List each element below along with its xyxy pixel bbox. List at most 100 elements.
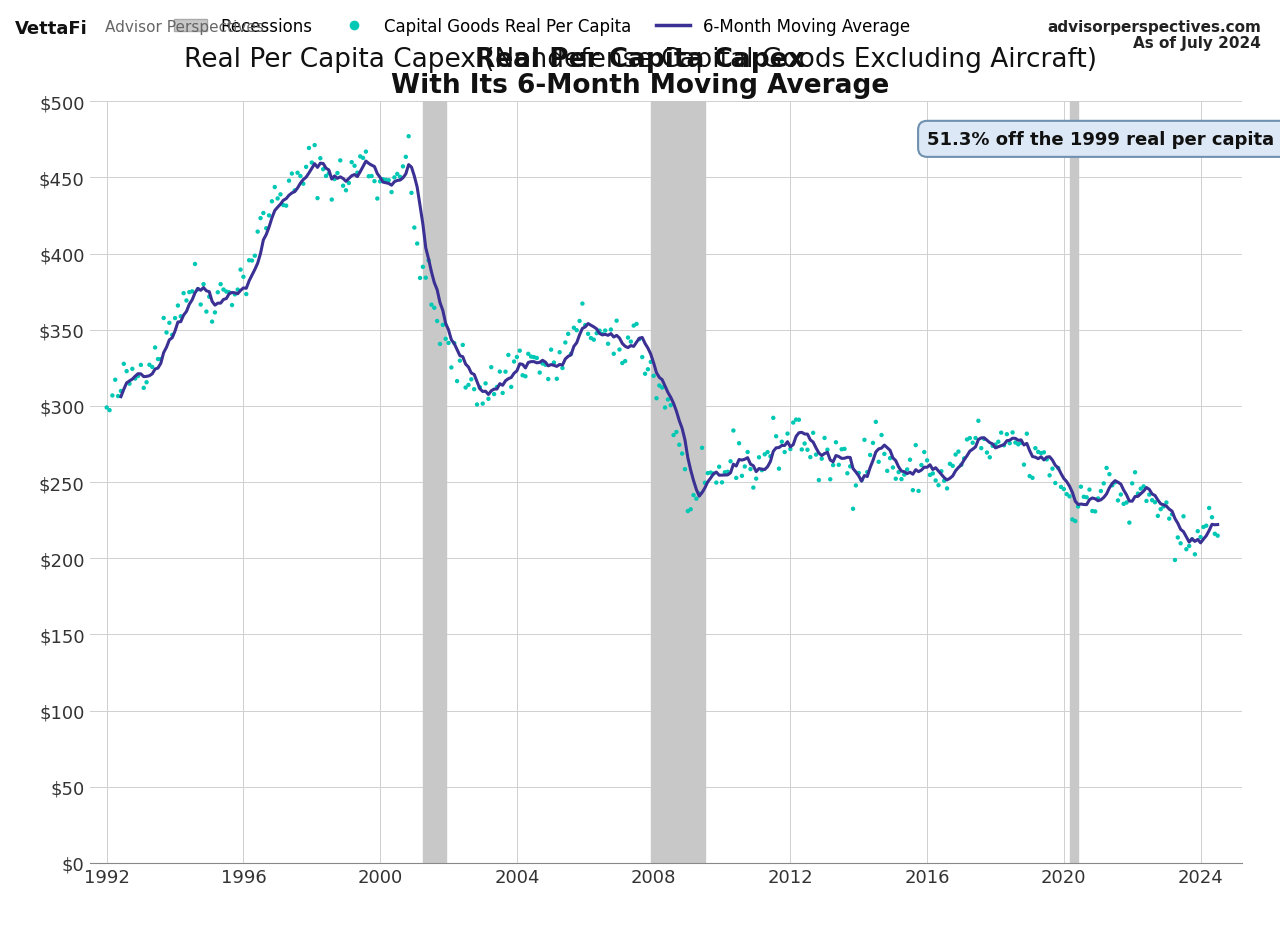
Point	[105, 373, 125, 388]
Point	[658, 393, 678, 407]
Point	[247, 225, 268, 239]
Point	[1153, 499, 1174, 514]
Point	[652, 380, 672, 395]
Point	[928, 478, 948, 493]
Point	[1151, 502, 1171, 517]
Bar	[652, 102, 705, 863]
Point	[516, 369, 536, 384]
Point	[1202, 510, 1222, 525]
Point	[456, 380, 476, 395]
Point	[718, 465, 739, 480]
Point	[607, 314, 627, 329]
Point	[823, 458, 844, 473]
Point	[916, 454, 937, 469]
Point	[412, 260, 433, 275]
Point	[447, 374, 467, 389]
Point	[438, 336, 458, 351]
Point	[1158, 511, 1179, 526]
Point	[302, 156, 323, 171]
Point	[849, 466, 869, 481]
Point	[1123, 476, 1143, 491]
Point	[1125, 465, 1146, 480]
Point	[902, 483, 923, 498]
Point	[128, 369, 148, 384]
Point	[940, 457, 960, 471]
Point	[458, 378, 479, 393]
Point	[493, 386, 513, 401]
Point	[228, 283, 248, 298]
Point	[672, 446, 692, 461]
Point	[530, 366, 550, 380]
Point	[207, 286, 228, 301]
Point	[381, 186, 402, 200]
Point	[170, 310, 191, 325]
Point	[216, 285, 237, 300]
Point	[556, 336, 576, 351]
Point	[261, 195, 282, 210]
Point	[140, 358, 160, 373]
Point	[709, 459, 730, 474]
Point	[865, 415, 886, 430]
Point	[433, 318, 453, 333]
Point	[714, 465, 735, 480]
Point	[498, 348, 518, 363]
Point	[424, 301, 444, 316]
Point	[512, 368, 532, 383]
Point	[375, 174, 396, 188]
Point	[637, 363, 658, 378]
Point	[749, 450, 769, 465]
Point	[259, 209, 279, 224]
Point	[886, 471, 906, 486]
Point	[623, 319, 644, 334]
Point	[265, 180, 285, 195]
Point	[453, 338, 474, 353]
Point	[863, 436, 883, 451]
Point	[210, 277, 230, 292]
Point	[572, 297, 593, 312]
Point	[774, 445, 795, 460]
Point	[1011, 436, 1032, 451]
Point	[1188, 524, 1208, 539]
Point	[1170, 536, 1190, 551]
Point	[744, 481, 764, 496]
Point	[116, 365, 137, 380]
Text: Advisor Perspectives: Advisor Perspectives	[105, 20, 264, 35]
Point	[489, 365, 509, 380]
Point	[159, 316, 179, 331]
Point	[598, 337, 618, 352]
Point	[1199, 501, 1220, 516]
Point	[1142, 494, 1162, 509]
Point	[1039, 469, 1060, 483]
Point	[1068, 499, 1088, 514]
Point	[110, 384, 131, 399]
Point	[923, 467, 943, 482]
Text: Real Per Capita Capex: Real Per Capita Capex	[475, 47, 805, 73]
Point	[860, 448, 881, 463]
Point	[1207, 529, 1228, 544]
Point	[765, 430, 786, 445]
Point	[1062, 512, 1083, 527]
Point	[544, 355, 564, 370]
Point	[253, 206, 274, 221]
Point	[173, 287, 193, 302]
Point	[430, 337, 451, 352]
Point	[772, 435, 792, 450]
Point	[780, 442, 800, 457]
Point	[410, 271, 430, 286]
Point	[954, 452, 974, 467]
Point	[1167, 531, 1188, 546]
Point	[630, 332, 650, 347]
Point	[997, 427, 1018, 442]
Point	[977, 445, 997, 460]
Bar	[1070, 102, 1078, 863]
Point	[763, 411, 783, 426]
Point	[114, 357, 134, 372]
Point	[305, 138, 325, 153]
Point	[552, 361, 572, 376]
Bar	[422, 102, 445, 863]
Text: 51.3% off the 1999 real per capita peak: 51.3% off the 1999 real per capita peak	[927, 131, 1280, 148]
Point	[353, 151, 374, 166]
Point	[618, 330, 639, 345]
Point	[428, 315, 448, 329]
Point	[1137, 494, 1157, 509]
